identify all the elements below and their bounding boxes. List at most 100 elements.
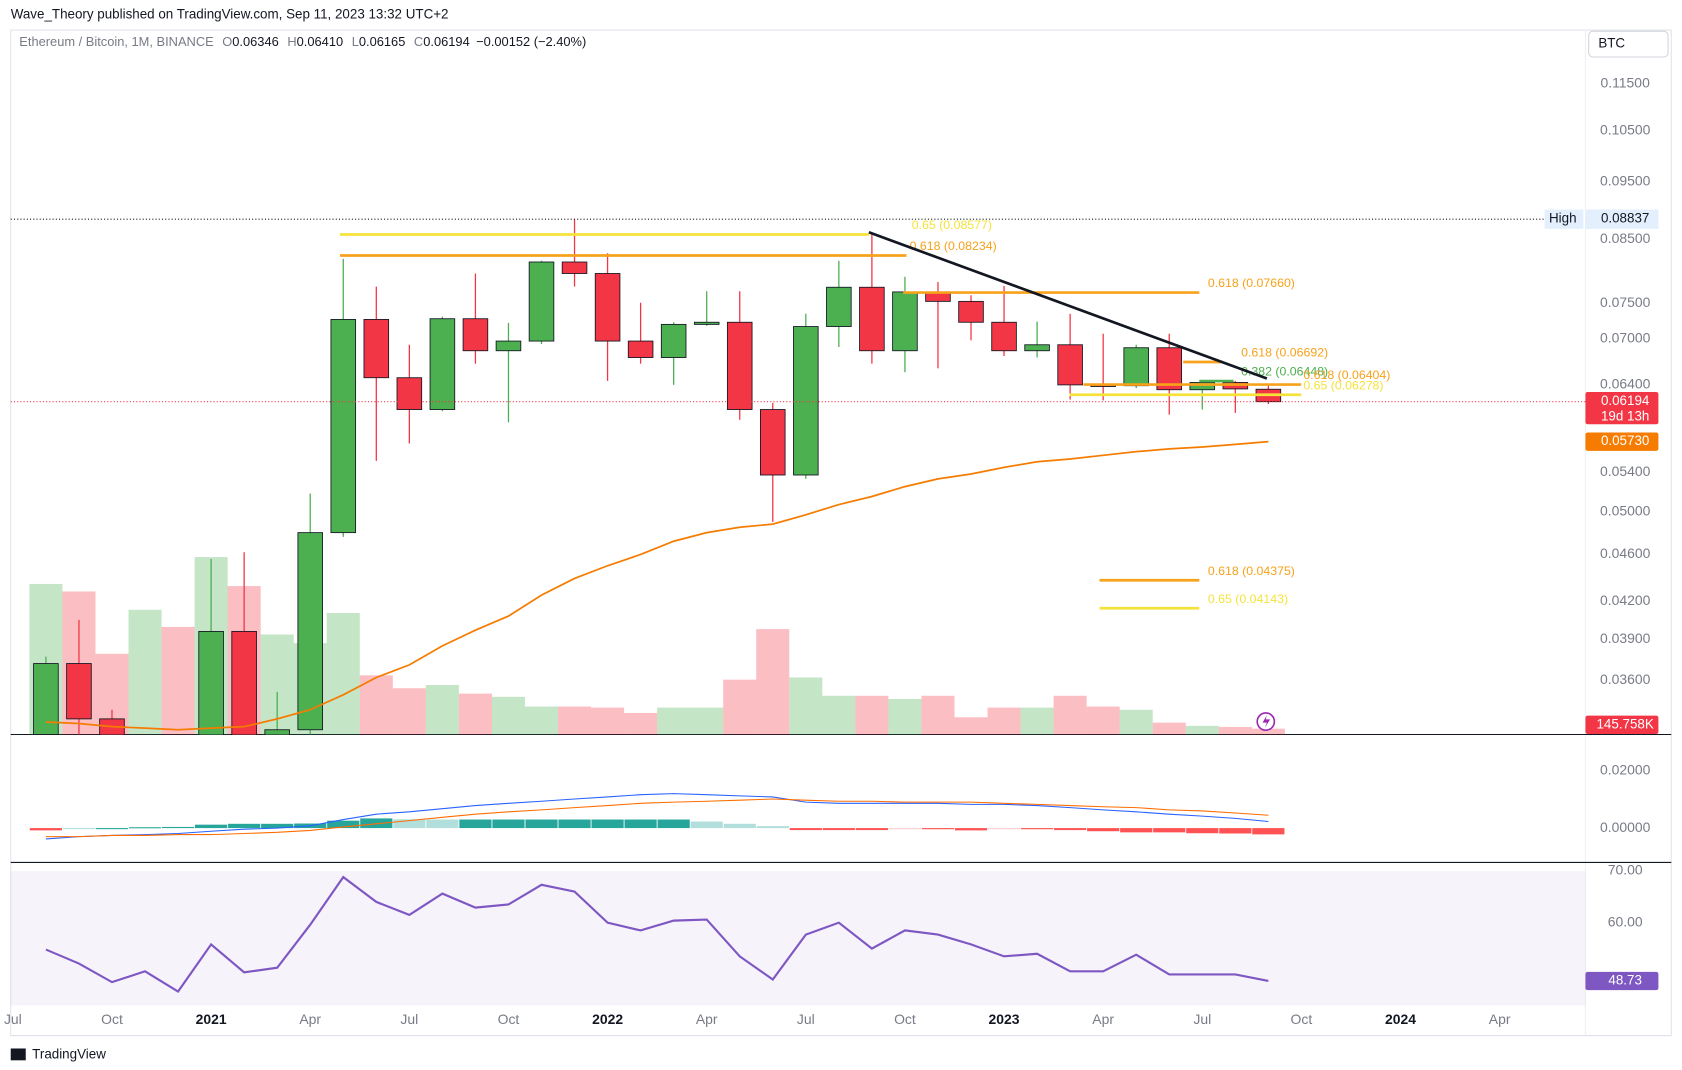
x-tick-label: Apr	[1092, 1011, 1114, 1027]
macd-histogram-bar	[327, 820, 360, 829]
y-tick-label: 0.03600	[1600, 671, 1651, 687]
x-tick-label: Apr	[1489, 1011, 1511, 1027]
last-price-badge-text: 0.06194	[1601, 393, 1650, 408]
macd-histogram-bar	[1087, 828, 1120, 832]
x-tick-label: Apr	[299, 1011, 321, 1027]
candle-body	[198, 630, 224, 735]
fib-label: 0.65 (0.06278)	[1303, 378, 1383, 392]
volume-bar	[888, 698, 922, 735]
candle-body	[297, 532, 323, 731]
macd-histogram-bar	[62, 828, 96, 830]
volume-bar	[161, 626, 195, 735]
macd-histogram-bar	[393, 819, 426, 829]
event-icon-bolt	[1262, 715, 1271, 729]
candle-body	[495, 340, 522, 352]
volume-bar	[392, 688, 426, 735]
volume-bar	[921, 695, 955, 735]
volume-bar	[954, 717, 988, 735]
candle-body	[1123, 347, 1149, 387]
volume-badge-text: 145.758K	[1596, 716, 1653, 731]
macd-histogram-bar	[657, 819, 690, 829]
y-tick-label: 0.05400	[1600, 463, 1651, 479]
x-tick-label: Jul	[797, 1011, 815, 1027]
volume-bar	[690, 707, 724, 735]
macd-histogram-bar	[1153, 828, 1186, 833]
y-tick-label: 70.00	[1608, 862, 1643, 878]
logo-mark	[10, 1048, 26, 1061]
rsi-line	[45, 875, 1269, 993]
candle-body	[429, 318, 456, 410]
candle-body	[561, 261, 588, 274]
macd-histogram-bar	[195, 824, 228, 829]
trendline	[868, 231, 1268, 380]
readout-key: C	[414, 34, 423, 49]
volume-bar	[359, 675, 393, 735]
currency-label[interactable]: BTC	[1598, 36, 1625, 51]
fib-label: 0.618 (0.07660)	[1208, 276, 1295, 290]
macd-histogram-bar	[822, 828, 855, 831]
footer-logo: TradingView	[10, 1046, 106, 1061]
ema-line	[45, 440, 1269, 731]
x-tick-label: Jul	[4, 1011, 22, 1027]
y-tick-label: 0.02000	[1600, 762, 1651, 778]
y-tick-label: 0.08500	[1600, 230, 1651, 246]
volume-bar	[723, 679, 757, 735]
macd-histogram-bar	[690, 821, 723, 829]
candle-body	[594, 273, 621, 342]
macd-histogram-bar	[228, 823, 261, 829]
candle-body	[627, 340, 654, 358]
candle-body	[33, 663, 59, 735]
x-tick-label: Jul	[1193, 1011, 1211, 1027]
fib-label: 0.618 (0.04375)	[1208, 564, 1295, 578]
high-value-box	[1585, 209, 1659, 229]
candle-body	[231, 630, 257, 735]
volume-bar	[128, 609, 162, 735]
y-tick-label: 0.00000	[1600, 819, 1651, 835]
y-tick-label: 0.05000	[1600, 502, 1651, 518]
macd-histogram-bar	[987, 828, 1021, 830]
y-tick-label: 0.07500	[1600, 294, 1651, 310]
macd-histogram-bar	[789, 828, 822, 831]
y-tick-label: 0.03900	[1600, 630, 1651, 646]
macd-histogram-bar	[1020, 828, 1054, 830]
currency-button[interactable]	[1588, 30, 1669, 58]
candle-body	[1057, 344, 1083, 386]
candle-body	[1024, 344, 1050, 352]
volume-bar	[657, 707, 691, 735]
candle-body	[793, 326, 819, 476]
volume-bar	[326, 612, 360, 735]
macd-line	[45, 793, 1269, 840]
macd-histogram-bar	[459, 819, 492, 829]
y-tick-label: 0.06400	[1600, 376, 1651, 392]
volume-bar	[491, 696, 525, 735]
rsi-band	[10, 870, 1586, 1006]
y-tick-label: 0.10500	[1600, 121, 1651, 137]
fib-label: 0.65 (0.08577)	[912, 218, 992, 232]
macd-histogram-bar	[954, 828, 988, 831]
x-tick-label: 2023	[989, 1011, 1020, 1027]
candle-body	[660, 323, 687, 358]
volume-bar	[1251, 728, 1285, 735]
macd-histogram-bar	[756, 826, 789, 829]
volume-bar	[425, 685, 459, 735]
candle-body	[991, 321, 1017, 352]
volume-bar	[1119, 709, 1153, 735]
macd-histogram-bar	[855, 828, 888, 831]
price-pane	[29, 219, 1285, 735]
volume-bar	[458, 693, 492, 735]
macd-histogram-bar	[723, 823, 756, 829]
candle-body	[396, 377, 423, 410]
macd-histogram-bar	[1252, 828, 1285, 835]
volume-badge	[1585, 715, 1659, 734]
last-price-badge	[1585, 392, 1659, 425]
volume-bar	[1020, 707, 1054, 735]
x-tick-label: Oct	[1291, 1011, 1313, 1027]
macd-histogram-bar	[525, 819, 558, 829]
readout-change: −0.00152 (−2.40%)	[476, 34, 586, 49]
x-tick-label: 2024	[1385, 1011, 1416, 1027]
volume-bar	[1218, 726, 1252, 735]
readout-value: 0.06410	[297, 34, 343, 49]
